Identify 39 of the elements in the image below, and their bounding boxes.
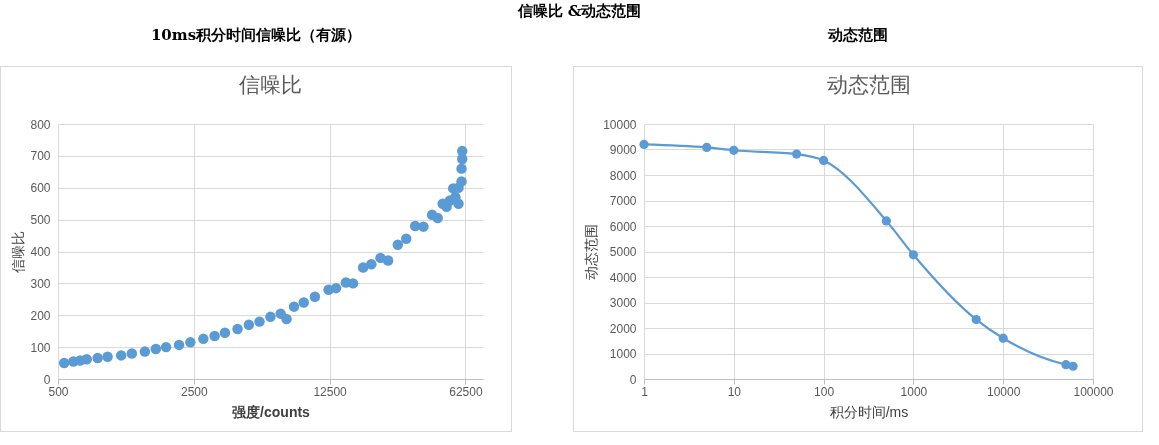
text: 信噪比 &动态范围 (516, 2, 643, 21)
y-tick-label: 600 (30, 181, 51, 196)
y-tick-label: 200 (30, 308, 51, 323)
y-tick-label: 5000 (609, 245, 637, 259)
y-tick-label: 500 (30, 213, 51, 228)
y-tick-label: 700 (30, 149, 51, 164)
y-tick-label: 7000 (609, 194, 637, 208)
x-tick-label: 1000 (900, 384, 928, 399)
chart-title: 10ms积分时间信噪比（有源） (149, 26, 363, 45)
x-tick-label: 10 (727, 384, 742, 399)
x-tick-label: 12500 (313, 384, 348, 399)
y-tick-label: 8000 (609, 168, 637, 183)
chart-subtitle: 信噪比 (239, 73, 302, 96)
x-tick-label: 62500 (449, 384, 483, 399)
x-tick-label: 100000 (1073, 384, 1114, 399)
y-tick-label: 1000 (609, 347, 637, 361)
y-tick-label: 4000 (609, 270, 637, 285)
x-tick-label: 1 (641, 384, 649, 399)
y-tick-label: 800 (30, 117, 51, 132)
y-tick-label: 6000 (609, 219, 637, 234)
y-tick-label: 9000 (609, 143, 637, 157)
y-axis-title: 动态范围 (583, 224, 600, 280)
x-tick-label: 500 (48, 384, 69, 399)
x-tick-label: 2500 (180, 384, 208, 399)
y-tick-label: 0 (629, 372, 637, 387)
x-axis-title: 积分时间/ms (829, 403, 909, 420)
y-tick-label: 300 (30, 276, 51, 291)
y-tick-label: 400 (30, 245, 51, 259)
y-axis-title: 信噪比 (10, 231, 27, 273)
chart-subtitle: 动态范围 (826, 73, 911, 96)
x-tick-label: 10000 (987, 384, 1021, 399)
y-tick-label: 3000 (609, 296, 637, 310)
x-axis-title: 强度/counts (232, 403, 311, 420)
x-tick-label: 100 (814, 384, 835, 399)
y-tick-label: 10000 (603, 117, 637, 132)
chart-title: 动态范围 (826, 26, 889, 45)
y-tick-label: 0 (43, 372, 51, 387)
y-tick-label: 100 (30, 340, 51, 355)
y-tick-label: 2000 (609, 321, 637, 336)
